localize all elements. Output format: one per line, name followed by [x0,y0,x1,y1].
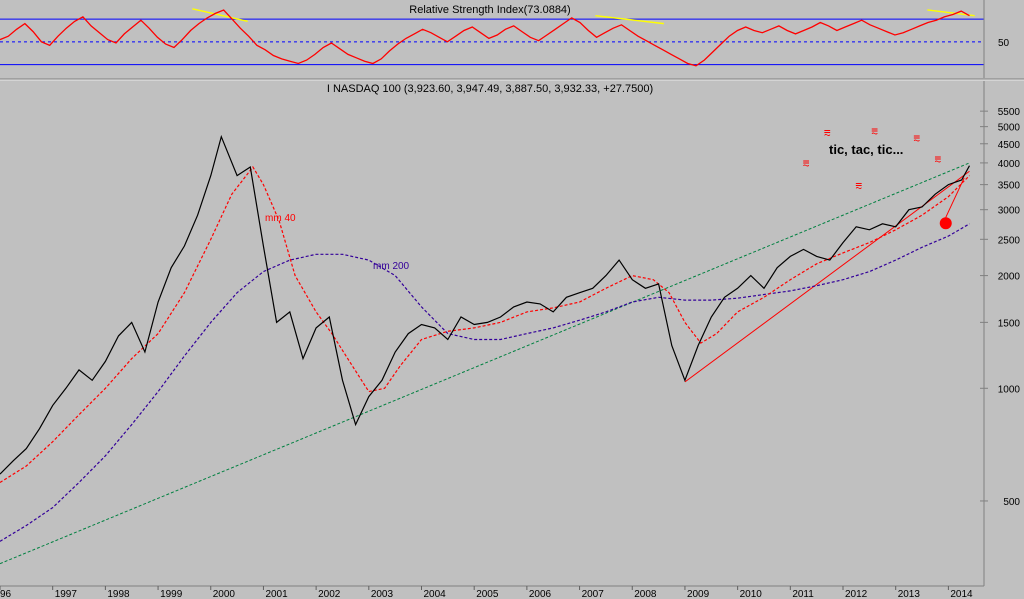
price-y-tick-label: 2000 [998,272,1021,283]
alarm-mark: ⩳ [803,156,810,170]
x-tick-label: 2010 [740,589,763,599]
rsi-title: Relative Strength Index(73.0884) [409,4,570,16]
x-tick-label: 1999 [160,589,183,599]
price-y-tick-label: 2500 [998,235,1021,246]
price-y-tick-label: 3500 [998,181,1021,192]
nasdaq100-price-line [0,134,971,475]
x-tick-label: 2009 [687,589,710,599]
x-tick-label: 2000 [213,589,236,599]
x-tick-label: 2001 [265,589,288,599]
rsi-divergence-line [595,14,664,25]
rsi-panel: Relative Strength Index(73.0884) 50 [0,0,1010,78]
ma40-line [0,165,970,484]
alarm-mark: ⩳ [871,124,878,138]
x-tick-label: 2011 [792,589,814,599]
x-tick-label: 2008 [634,589,657,599]
x-tick-label: 2006 [529,589,552,599]
price-y-tick-label: 5500 [998,107,1021,118]
alarm-mark: ⩳ [855,178,862,192]
x-tick-label: 1997 [55,589,78,599]
price-y-tick-label: 500 [1003,497,1020,508]
x-tick-label: 2013 [898,589,921,599]
price-y-tick-label: 1500 [998,318,1021,329]
alarm-mark: ⩳ [934,152,941,166]
red-trend-line [945,177,965,218]
tic-tac-note: tic, tac, tic... [829,142,903,157]
trend-lines [0,162,970,565]
x-tick-label: 2007 [582,589,605,599]
price-y-tick-label: 3000 [998,206,1021,217]
rsi-series-line [0,9,970,67]
price-panel: I NASDAQ 100 (3,923.60, 3,947.49, 3,887.… [0,81,1020,599]
ma200-label: mm 200 [373,261,410,272]
price-y-tick-label: 1000 [998,384,1021,395]
x-tick-label: 2012 [845,589,868,599]
x-tick-label: 96 [0,589,12,599]
x-tick-label: 2003 [371,589,394,599]
rsi-divergence-line [192,8,248,23]
price-y-tick-label: 5000 [998,123,1021,134]
price-y-axis: 500 1000 1500 2000 2500 3000 3500 4000 4500 5000 5… [980,107,1020,508]
price-title: I NASDAQ 100 (3,923.60, 3,947.49, 3,887.… [327,83,653,95]
price-y-tick-label: 4500 [998,140,1021,151]
x-tick-label: 2005 [476,589,499,599]
rsi-tick-label: 50 [998,38,1010,49]
price-y-tick-label: 4000 [998,159,1021,170]
alarm-marks: ⩳ ⩳ ⩳ ⩳ ⩳ ⩳ [803,124,942,192]
x-axis: 96 1997 1998 1999 2000 2001 2002 2003 2004 2005 20… [0,586,973,599]
x-tick-label: 1998 [107,589,130,599]
x-tick-label: 2004 [424,589,447,599]
green-trend-line [0,162,970,565]
alarm-mark: ⩳ [824,126,831,140]
ma40-label: mm 40 [265,213,296,224]
x-tick-label: 2002 [318,589,341,599]
alarm-mark: ⩳ [913,131,920,145]
x-tick-label: 2014 [950,589,973,599]
ma200-line [0,223,970,542]
signal-dot [939,217,952,230]
